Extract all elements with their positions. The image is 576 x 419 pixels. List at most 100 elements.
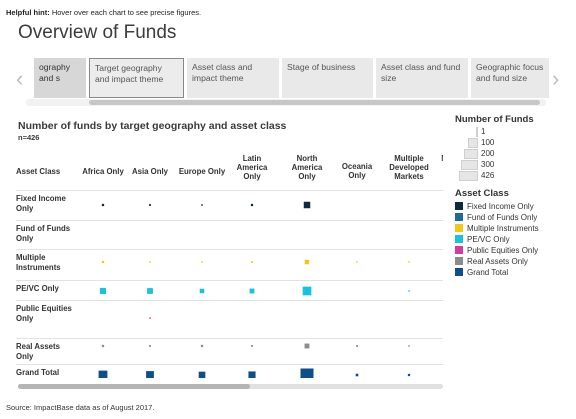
color-legend-item: Multiple Instruments [455, 223, 575, 234]
size-swatch [461, 160, 478, 170]
tab-asset-class-impact[interactable]: Asset class and impact theme [187, 58, 279, 98]
data-mark[interactable] [98, 370, 108, 378]
data-mark[interactable] [251, 345, 253, 347]
color-legend-title: Asset Class [455, 188, 509, 199]
size-legend-item: 300 [455, 160, 575, 171]
size-swatch [476, 127, 478, 137]
hint-bold: Helpful hint: [6, 8, 50, 17]
data-mark[interactable] [356, 345, 358, 347]
row-separator [16, 220, 443, 221]
size-legend-label: 200 [481, 149, 495, 158]
color-swatch [455, 202, 463, 210]
row-separator [16, 338, 443, 339]
data-mark[interactable] [355, 373, 359, 377]
data-mark[interactable] [149, 261, 151, 263]
column-header: Oceania Only [341, 162, 373, 180]
column-header: Mu Em Ma [439, 154, 443, 172]
data-mark[interactable] [99, 287, 107, 295]
data-mark[interactable] [248, 371, 256, 378]
data-mark[interactable] [201, 204, 203, 206]
data-mark[interactable] [250, 203, 254, 207]
data-mark[interactable] [101, 203, 105, 207]
data-mark[interactable] [249, 288, 255, 294]
data-mark[interactable] [407, 373, 411, 377]
data-mark[interactable] [356, 261, 358, 263]
color-swatch [455, 235, 463, 243]
data-mark[interactable] [304, 343, 310, 349]
row-header: Grand Total [16, 368, 60, 377]
data-mark[interactable] [146, 371, 154, 378]
row-header: PE/VC Only [16, 284, 59, 293]
color-legend-label: Multiple Instruments [467, 224, 539, 233]
size-legend-title: Number of Funds [455, 114, 534, 125]
scroll-thumb[interactable] [18, 384, 250, 389]
color-legend-item: Fixed Income Only [455, 201, 575, 212]
row-separator [16, 364, 443, 365]
chevron-right-icon[interactable]: › [552, 66, 560, 91]
data-mark[interactable] [304, 259, 310, 265]
data-mark[interactable] [149, 317, 151, 319]
chart-title: Number of funds by target geography and … [18, 120, 287, 132]
data-mark[interactable] [408, 345, 410, 347]
size-swatch [464, 149, 478, 159]
column-header: Asia Only [132, 167, 168, 176]
data-mark[interactable] [408, 290, 410, 292]
size-legend-label: 1 [481, 127, 486, 136]
tab-scrollbar[interactable] [89, 100, 540, 105]
row-header: Fund of Funds Only [16, 224, 71, 243]
row-header-label: Asset Class [16, 167, 61, 176]
size-legend-label: 100 [481, 138, 495, 147]
page-title: Overview of Funds [18, 22, 177, 43]
color-swatch [455, 268, 463, 276]
column-header: Multiple Developed Markets [389, 154, 429, 181]
color-swatch [455, 246, 463, 254]
chart-table: Asset Class Africa Only Asia Only Europe O… [16, 148, 443, 378]
chart-horizontal-scrollbar[interactable] [18, 384, 443, 389]
data-mark[interactable] [200, 344, 204, 348]
data-mark[interactable] [149, 204, 151, 206]
data-mark[interactable] [149, 345, 151, 347]
size-legend-label: 300 [481, 160, 495, 169]
column-header: Africa Only [82, 167, 124, 176]
hint-text: Hover over each chart to see precise fig… [49, 8, 202, 17]
color-legend-item: Fund of Funds Only [455, 212, 575, 223]
tab-geography-partial[interactable]: ography and s [34, 58, 86, 98]
chevron-left-icon[interactable]: ‹ [16, 66, 24, 91]
data-mark[interactable] [251, 261, 253, 263]
data-mark[interactable] [199, 288, 205, 294]
size-swatch [468, 138, 478, 148]
color-legend-item: Public Equities Only [455, 245, 575, 256]
row-separator [16, 300, 443, 301]
row-header: Public Equities Only [16, 304, 72, 323]
size-legend-item: 200 [455, 149, 575, 160]
row-header: Multiple Instruments [16, 253, 61, 272]
data-mark[interactable] [198, 371, 206, 378]
row-separator [16, 249, 443, 250]
tab-stage-of-business[interactable]: Stage of business [282, 58, 373, 98]
chart-subtitle: n=426 [18, 133, 40, 142]
data-mark[interactable] [101, 344, 105, 348]
color-legend-label: Public Equities Only [467, 246, 539, 255]
chart-marks [98, 201, 411, 379]
data-mark[interactable] [408, 261, 410, 263]
size-legend-item: 100 [455, 138, 575, 149]
column-header: North America Only [291, 154, 323, 181]
tab-geographic-focus-fund-size[interactable]: Geographic focus and fund size [471, 58, 549, 98]
legend: Number of Funds 1 100 200 300 426 Asset Clas… [455, 114, 575, 278]
color-legend-item: PE/VC Only [455, 234, 575, 245]
data-mark[interactable] [147, 288, 153, 294]
color-legend-item: Real Assets Only [455, 256, 575, 267]
color-swatch [455, 257, 463, 265]
size-legend-item: 426 [455, 171, 575, 182]
data-mark[interactable] [300, 368, 314, 379]
data-mark[interactable] [201, 261, 203, 263]
color-legend-label: Fixed Income Only [467, 202, 534, 211]
size-legend-item: 1 [455, 127, 575, 138]
tab-target-geography-impact[interactable]: Target geography and impact theme [89, 58, 184, 98]
data-mark[interactable] [302, 286, 312, 296]
tab-asset-class-fund-size[interactable]: Asset class and fund size [376, 58, 468, 98]
data-mark[interactable] [303, 201, 311, 209]
source-note: Source: ImpactBase data as of August 201… [6, 403, 155, 412]
size-legend-label: 426 [481, 171, 495, 180]
data-mark[interactable] [101, 260, 105, 264]
